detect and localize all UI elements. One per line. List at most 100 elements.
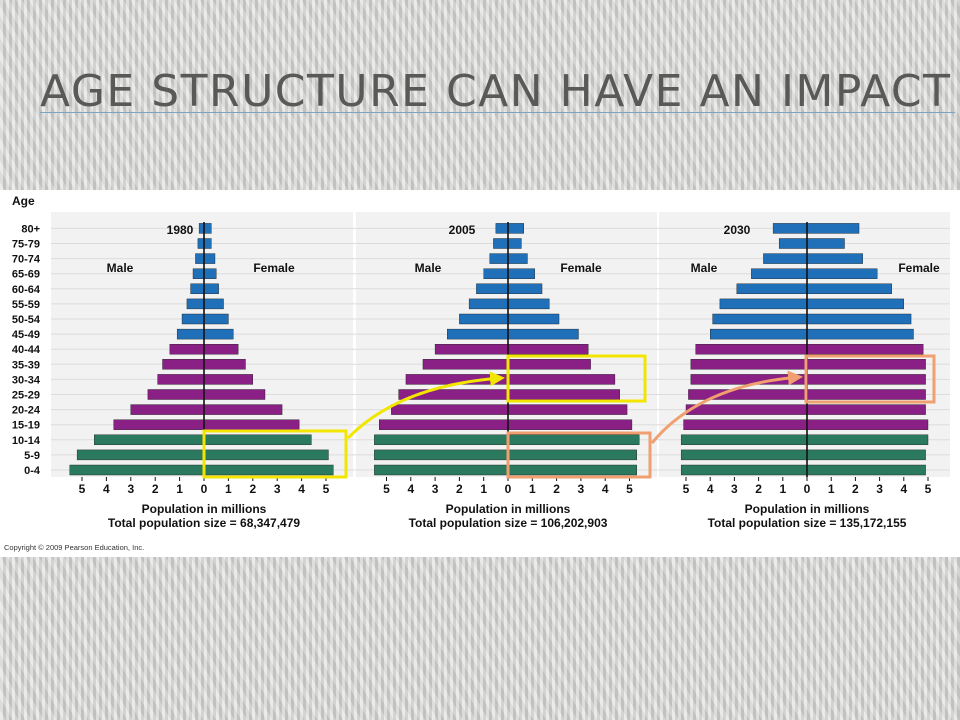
male-bar [190,283,205,295]
female-bar [806,268,878,279]
age-tick-label: 20-24 [12,405,41,417]
female-bar [806,359,926,370]
age-tick-label: 70-74 [12,254,41,266]
male-label: Male [107,261,134,275]
x-tick-label: 2 [553,482,560,496]
x-tick-label: 5 [383,482,390,496]
male-bar [751,268,808,279]
x-tick-label: 3 [127,482,134,496]
female-bar [203,464,334,476]
age-axis-label: Age [12,194,35,208]
female-bar [203,268,217,279]
x-tick-label: 1 [529,482,536,496]
male-bar [374,434,509,446]
male-bar [374,449,509,461]
x-tick-label: 1 [176,482,183,496]
female-bar [507,449,637,461]
age-tick-label: 65-69 [12,269,40,281]
x-tick-label: 3 [731,482,738,496]
female-bar [203,359,246,370]
female-bar [507,283,543,295]
male-bar [493,238,509,249]
female-bar [507,298,550,310]
female-bar [203,328,234,340]
female-bar [203,389,266,400]
female-bar [806,328,914,340]
age-tick-label: 50-54 [12,314,41,326]
x-tick-label: 0 [201,482,208,496]
male-bar [434,343,509,355]
female-bar [203,449,329,461]
x-tick-label: 5 [79,482,86,496]
x-tick-label: 1 [828,482,835,496]
male-bar [695,343,808,355]
age-tick-label: 55-59 [12,299,40,311]
female-bar [806,298,905,310]
male-bar [483,268,509,279]
male-bar [186,298,205,310]
male-bar [197,238,205,249]
female-bar [203,238,212,249]
male-bar [195,253,205,264]
age-tick-label: 5-9 [24,450,40,462]
female-bar [507,268,535,279]
female-bar [203,404,283,415]
population-pyramids-svg: 0-4 5-9 10-14 15-19 20-24 25-29 30-34 35-39 40-4… [4,194,950,552]
female-bar [507,238,522,249]
x-tick-label: 1 [225,482,232,496]
population-pyramid-figure: 0-4 5-9 10-14 15-19 20-24 25-29 30-34 35-39 40-4… [0,190,960,557]
female-label: Female [253,261,295,275]
male-bar [162,359,205,370]
male-bar [181,313,205,325]
highlight-box-2030-adults [804,354,936,404]
age-tick-label: 15-19 [12,420,40,432]
female-bar [507,223,524,234]
highlight-box-2005-adults [506,354,647,403]
male-bar [93,434,205,446]
male-bar [688,389,808,400]
male-bar [192,268,205,279]
male-bar [130,404,205,415]
male-bar [736,283,808,295]
female-bar [507,313,560,325]
male-bar [683,419,808,430]
x-tick-label: 4 [707,482,714,496]
female-bar [507,434,640,446]
male-bar [176,328,205,340]
female-bar [203,374,253,385]
male-bar [379,419,509,430]
x-tick-label: 3 [274,482,281,496]
x-tick-label: 5 [925,482,932,496]
female-bar [507,359,591,370]
female-bar [806,238,845,249]
x-tick-label: 2 [755,482,762,496]
male-bar [763,253,808,264]
male-bar [447,328,509,340]
male-bar [147,389,205,400]
x-tick-label: 1 [779,482,786,496]
male-bar [422,359,509,370]
age-tick-label: 60-64 [12,284,41,296]
male-bar [680,449,808,461]
age-tick-label: 40-44 [12,344,41,356]
female-bar [507,343,589,355]
male-bar [391,404,509,415]
female-bar [806,283,892,295]
female-bar [507,404,628,415]
x-tick-label: 0 [505,482,512,496]
female-bar [806,464,926,476]
female-bar [203,313,229,325]
male-bar [169,343,205,355]
male-label: Male [691,261,718,275]
pyramid-year-title: 2005 [449,223,476,237]
copyright-note: Copyright © 2009 Pearson Education, Inc. [4,543,144,552]
x-tick-label: 2 [249,482,256,496]
male-bar [690,359,808,370]
highlight-box-1980-children [202,429,348,479]
age-tick-label: 10-14 [12,435,41,447]
female-bar [203,283,219,295]
x-tick-label: 4 [407,482,414,496]
male-bar [685,404,808,415]
male-bar [712,313,808,325]
total-population-label: Total population size = 135,172,155 [708,516,907,530]
